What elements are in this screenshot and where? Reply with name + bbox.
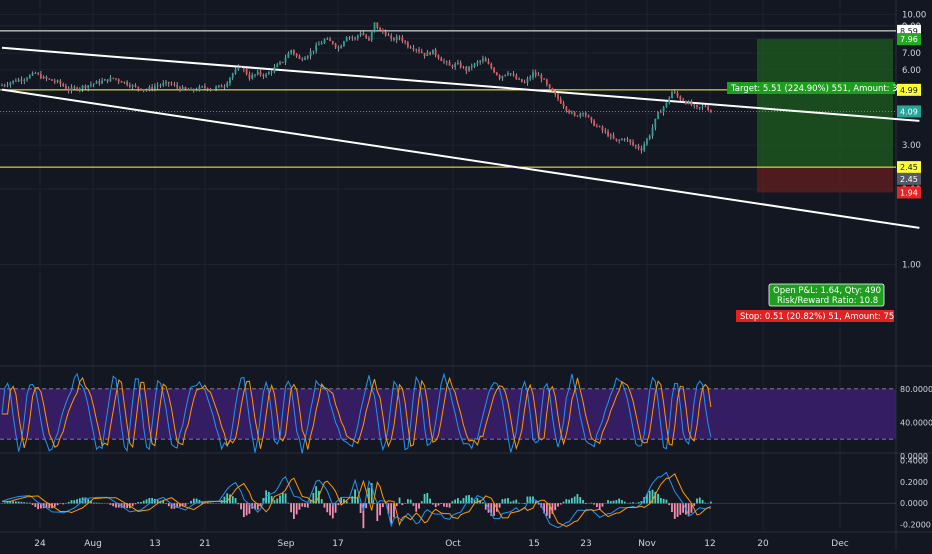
time-tick-label: 13 bbox=[149, 539, 160, 549]
macd-tick-label: 0.4000 bbox=[900, 456, 928, 465]
macd-tick-label: -0.2000 bbox=[900, 521, 931, 530]
price-badge-label: 1.94 bbox=[900, 188, 918, 197]
time-tick-label: 21 bbox=[199, 539, 210, 549]
price-tick-label: 7.00 bbox=[902, 49, 921, 59]
time-tick-label: 23 bbox=[580, 539, 591, 549]
time-tick-label: Sep bbox=[278, 539, 295, 549]
candle bbox=[521, 79, 523, 83]
pnl-label: Open P&L: 1.64, Qty: 490 bbox=[773, 286, 881, 296]
stoch-rsi-tick-label: 40.0000 bbox=[900, 418, 932, 427]
price-badge-label: 4.09 bbox=[900, 107, 918, 116]
candle bbox=[657, 111, 659, 119]
price-tick-label: 1.00 bbox=[902, 260, 921, 270]
time-tick-label: 24 bbox=[34, 539, 46, 549]
macd-tick-label: 0.0000 bbox=[900, 499, 928, 508]
price-badge-label: 2.45 bbox=[900, 175, 918, 184]
stoch-rsi-tick-label: 80.0000 bbox=[900, 385, 932, 394]
target-label: Target: 5.51 (224.90%) 551, Amount: 3 bbox=[730, 84, 898, 94]
candle bbox=[549, 84, 551, 89]
candle bbox=[212, 89, 214, 90]
time-tick-label: Dec bbox=[831, 539, 848, 549]
time-tick-label: 15 bbox=[528, 539, 539, 549]
price-badge-label: 4.99 bbox=[900, 86, 918, 95]
candle bbox=[432, 50, 434, 55]
stop-label: Stop: 0.51 (20.82%) 51, Amount: 75 bbox=[740, 312, 894, 322]
candle bbox=[671, 91, 673, 99]
candle bbox=[374, 22, 376, 32]
time-tick-label: Oct bbox=[445, 539, 461, 549]
price-badge-label: 7.96 bbox=[900, 35, 918, 44]
price-tick-label: 10.00 bbox=[902, 10, 926, 20]
candle bbox=[51, 79, 53, 81]
time-tick-label: 17 bbox=[332, 539, 343, 549]
target-zone[interactable] bbox=[757, 39, 893, 167]
time-tick-label: Nov bbox=[638, 539, 656, 549]
price-tick-label: 3.00 bbox=[902, 141, 921, 151]
rr-label: Risk/Reward Ratio: 10.8 bbox=[777, 296, 878, 306]
stop-zone[interactable] bbox=[757, 167, 893, 192]
price-tick-label: 6.00 bbox=[902, 66, 921, 76]
time-tick-label: 20 bbox=[757, 539, 769, 549]
candle bbox=[552, 88, 554, 92]
price-badge-label: 2.45 bbox=[900, 163, 918, 172]
candle bbox=[496, 72, 498, 76]
time-tick-label: Aug bbox=[84, 539, 102, 549]
time-tick-label: 12 bbox=[704, 539, 715, 549]
macd-tick-label: 0.2000 bbox=[900, 478, 928, 487]
